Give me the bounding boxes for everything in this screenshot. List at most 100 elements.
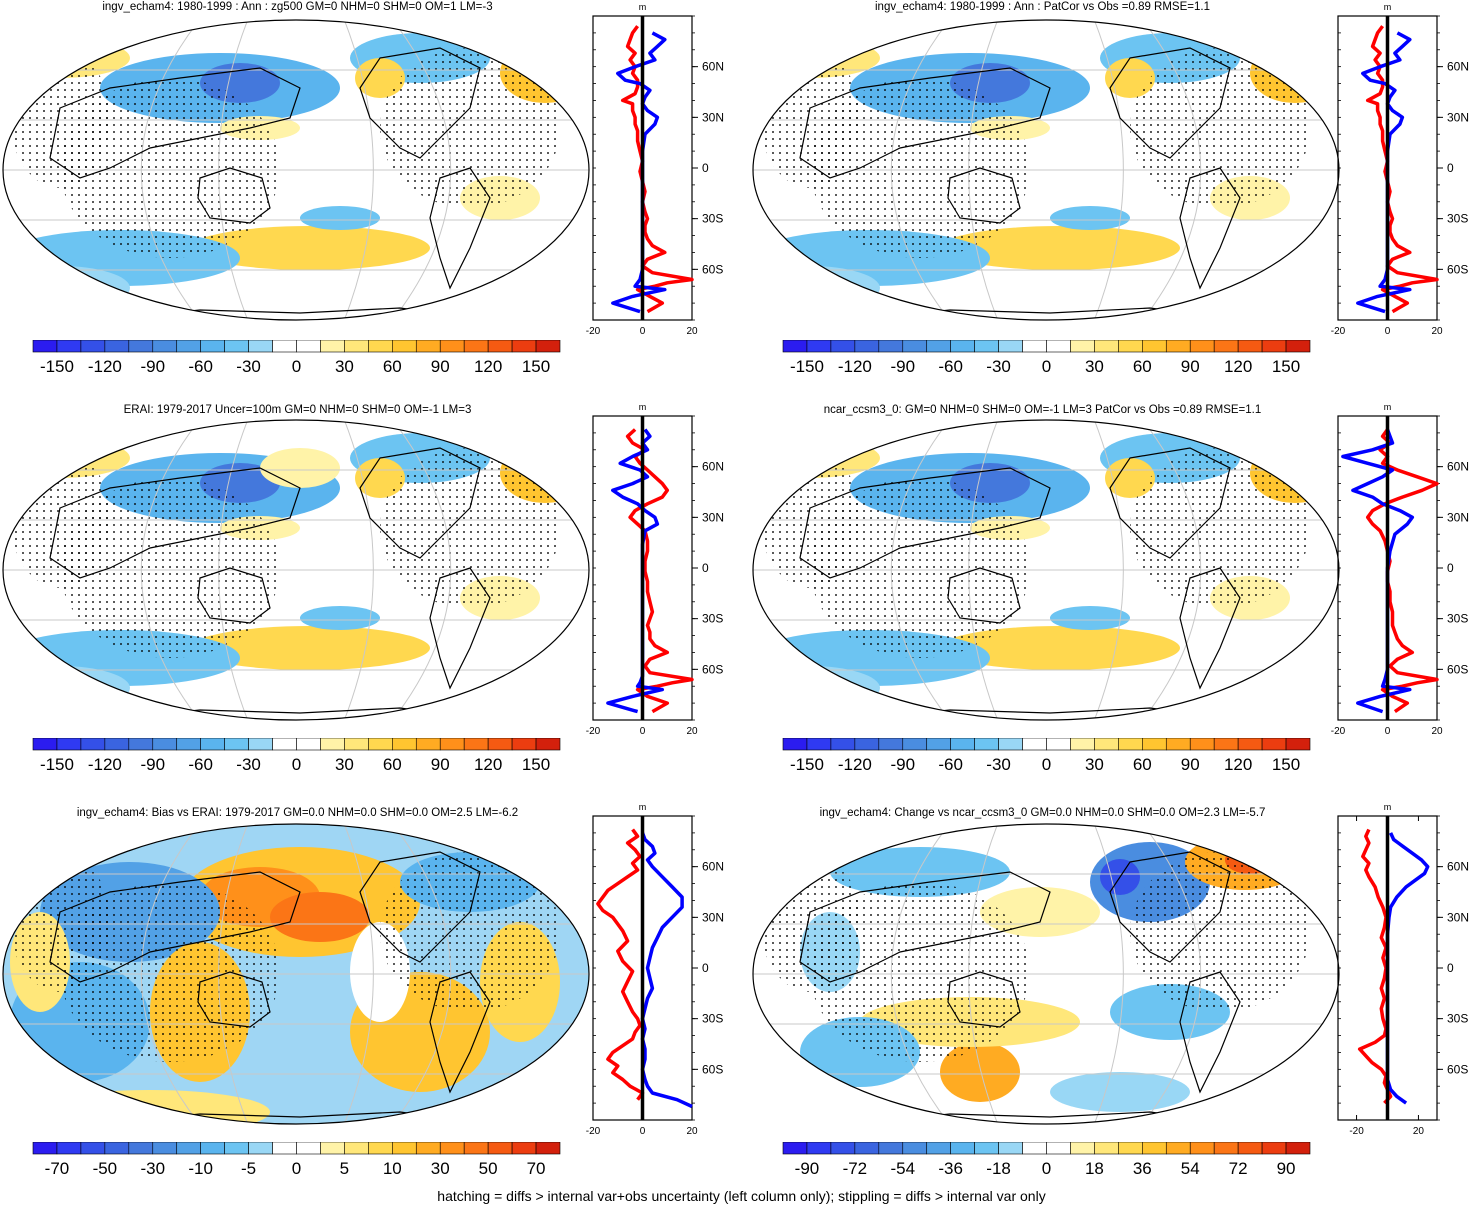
colorbar-swatch	[782, 340, 808, 353]
anomaly-region	[270, 892, 370, 942]
colorbar-swatch	[1142, 340, 1167, 353]
stippling	[380, 852, 560, 1012]
colorbar-swatch	[487, 340, 513, 353]
colorbar-swatch	[1237, 1142, 1263, 1155]
colorbar-label: 120	[474, 357, 502, 376]
colorbar-label: 50	[479, 1159, 498, 1178]
anomaly-region	[300, 206, 380, 230]
lat-tick-label: 60N	[1447, 460, 1469, 474]
map-field	[753, 20, 1339, 320]
colorbar-swatch	[56, 340, 82, 353]
map-border	[2, 419, 590, 721]
anomaly-region	[940, 1042, 1020, 1102]
stippling	[1130, 448, 1310, 608]
lat-tick-label: 0	[1447, 961, 1454, 975]
colorbar-swatch	[487, 1142, 513, 1155]
graticule-line	[1093, 20, 1124, 320]
colorbar-swatch	[1285, 340, 1311, 353]
projected-map	[2, 19, 590, 321]
panel-title: ingv_echam4: 1980-1999 : Ann : PatCor vs…	[875, 1, 1210, 13]
graticule-line	[392, 20, 452, 320]
colorbar-swatch	[950, 340, 975, 353]
lat-tick-label: 60N	[1447, 60, 1469, 74]
anomaly-region	[940, 626, 1180, 670]
coastline	[947, 167, 1021, 224]
lat-tick-label: 60S	[1447, 262, 1468, 276]
x-tick-label: -20	[586, 1126, 601, 1137]
coastline	[1109, 851, 1231, 963]
colorbar-swatch	[1213, 738, 1239, 751]
colorbar-label: 5	[340, 1159, 349, 1178]
colorbar-swatch	[200, 340, 225, 353]
colorbar-swatch	[320, 1142, 345, 1155]
colorbar-swatch	[1165, 738, 1191, 751]
panel-title: ingv_echam4: 1980-1999 : Ann : zg500 GM=…	[102, 1, 493, 13]
graticule-line	[218, 20, 249, 320]
colorbar-label: -54	[890, 1159, 915, 1178]
colorbar-swatch	[463, 340, 489, 353]
colorbar-swatch	[1213, 1142, 1239, 1155]
coastline	[197, 971, 271, 1028]
colorbar-label: 90	[1181, 755, 1200, 774]
profile-unit: m	[1384, 2, 1392, 12]
colorbar-swatch	[248, 340, 273, 353]
colorbar-swatch	[104, 738, 130, 751]
graticule-line	[343, 20, 374, 320]
colorbar-swatch	[248, 738, 273, 751]
colorbar-label: 150	[1272, 357, 1300, 376]
map-border	[2, 19, 590, 321]
coastline	[1179, 971, 1241, 1094]
colorbar-swatch	[80, 1142, 106, 1155]
graticule-line	[392, 420, 452, 720]
colorbar-swatch	[176, 340, 201, 353]
colorbar-swatch	[1094, 738, 1119, 751]
colorbar-label: -60	[938, 755, 963, 774]
colorbar-swatch	[296, 1142, 321, 1155]
graticule-line	[140, 20, 200, 320]
colorbar-swatch	[56, 738, 82, 751]
lat-tick-label: 30N	[1447, 110, 1469, 124]
colorbar-label: 30	[1085, 755, 1104, 774]
colorbar-swatch	[344, 1142, 369, 1155]
zonal-mean-profile: m 60N 30N 0 30S 60S -20 20	[1337, 802, 1469, 1137]
colorbar-label: 60	[383, 755, 402, 774]
stippling	[810, 478, 1030, 658]
colorbar: -150 -120 -90 -60 -30 0 30 60 90 120 150	[782, 738, 1311, 774]
graticule-line	[1142, 824, 1202, 1124]
colorbar-swatch	[80, 738, 106, 751]
lat-tick-label: 30N	[702, 910, 724, 924]
colorbar-label: 150	[522, 357, 550, 376]
colorbar-label: -90	[795, 1159, 820, 1178]
colorbar-swatch	[926, 340, 951, 353]
colorbar-swatch	[128, 738, 154, 751]
colorbar-swatch	[1118, 340, 1143, 353]
colorbar-swatch	[1285, 1142, 1311, 1155]
profile-unit: m	[1384, 802, 1392, 812]
stippling	[60, 478, 280, 658]
colorbar-swatch	[998, 340, 1023, 353]
colorbar-label: 0	[1042, 1159, 1051, 1178]
graticule-line	[343, 420, 374, 720]
colorbar-swatch	[974, 340, 999, 353]
colorbar-label: -30	[236, 357, 261, 376]
lat-tick-label: 60N	[702, 60, 724, 74]
graticule-line	[1093, 824, 1124, 1124]
profile-line-red	[620, 25, 694, 314]
colorbar-swatch	[224, 340, 249, 353]
colorbar-swatch	[950, 738, 975, 751]
anomaly-region	[830, 847, 1010, 897]
profile-line-blue	[1385, 832, 1430, 1105]
lat-tick-label: 30N	[1447, 910, 1469, 924]
colorbar: -150 -120 -90 -60 -30 0 30 60 90 120 150	[32, 738, 561, 774]
profile-line-blue	[640, 832, 693, 1109]
profile-line-red	[1357, 828, 1393, 1105]
anomaly-region	[190, 226, 430, 270]
colorbar-swatch	[104, 1142, 130, 1155]
colorbar-swatch	[878, 738, 904, 751]
profile-unit: m	[639, 802, 647, 812]
colorbar-label: 90	[1181, 357, 1200, 376]
panel-title: ncar_ccsm3_0: GM=0 NHM=0 SHM=0 OM=-1 LM=…	[823, 404, 1262, 416]
colorbar-label: 0	[292, 755, 301, 774]
panel-title: ingv_echam4: Bias vs ERAI: 1979-2017 GM=…	[76, 807, 519, 819]
x-tick-label: 20	[1431, 326, 1443, 337]
